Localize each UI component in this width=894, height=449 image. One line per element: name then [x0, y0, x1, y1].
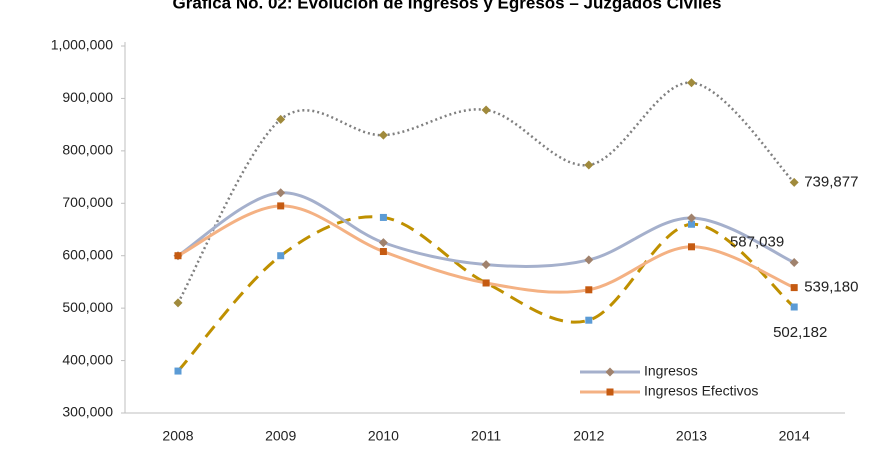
data-point	[687, 213, 696, 223]
data-point	[277, 202, 285, 210]
series-line	[176, 215, 796, 373]
x-tick-label: 2012	[573, 428, 604, 444]
data-point	[789, 177, 799, 187]
data-point	[277, 252, 285, 260]
legend-label: Ingresos Efectivos	[644, 383, 758, 399]
data-point	[481, 105, 491, 115]
data-point	[174, 367, 182, 375]
y-tick-label: 400,000	[62, 351, 113, 367]
data-point	[688, 220, 695, 228]
data-point	[379, 213, 387, 221]
series-line	[177, 191, 795, 268]
data-point	[378, 238, 388, 248]
y-tick-label: 800,000	[62, 142, 113, 158]
data-point	[585, 286, 593, 294]
x-tick-label: 2009	[265, 428, 296, 444]
data-point	[482, 279, 490, 287]
data-point	[585, 316, 593, 324]
y-tick-label: 600,000	[62, 246, 113, 262]
x-tick-label: 2008	[162, 428, 193, 444]
legend-marker	[605, 367, 615, 377]
x-tick-label: 2010	[368, 428, 399, 444]
y-tick-label: 500,000	[62, 299, 113, 315]
data-label: 539,180	[804, 279, 858, 296]
chart-title: Grafica No. 02: Evolución de Ingresos y …	[173, 0, 722, 12]
data-point	[790, 284, 798, 292]
data-point	[276, 114, 286, 124]
data-point	[687, 78, 696, 88]
y-tick-label: 900,000	[62, 89, 113, 105]
y-tick-label: 300,000	[62, 404, 113, 420]
legend-marker	[606, 388, 614, 396]
y-tick-label: 700,000	[62, 194, 113, 210]
data-point	[276, 188, 286, 198]
y-tick-label: 1,000,000	[51, 37, 113, 53]
legend-label: Ingresos	[644, 363, 698, 379]
data-point	[584, 160, 594, 170]
data-label: 502,182	[773, 324, 827, 341]
data-point	[174, 252, 182, 260]
series-line	[176, 81, 796, 304]
data-label: 739,877	[804, 173, 858, 190]
data-point	[789, 258, 799, 268]
data-label: 587,039	[730, 233, 784, 250]
x-tick-label: 2013	[676, 428, 707, 444]
x-tick-label: 2014	[779, 428, 810, 444]
data-point	[481, 260, 491, 270]
data-point	[379, 248, 387, 256]
data-point	[790, 303, 798, 311]
x-tick-label: 2011	[471, 428, 501, 444]
data-point	[584, 255, 594, 265]
data-point	[173, 298, 183, 308]
data-point	[688, 243, 695, 251]
data-point	[378, 130, 388, 140]
